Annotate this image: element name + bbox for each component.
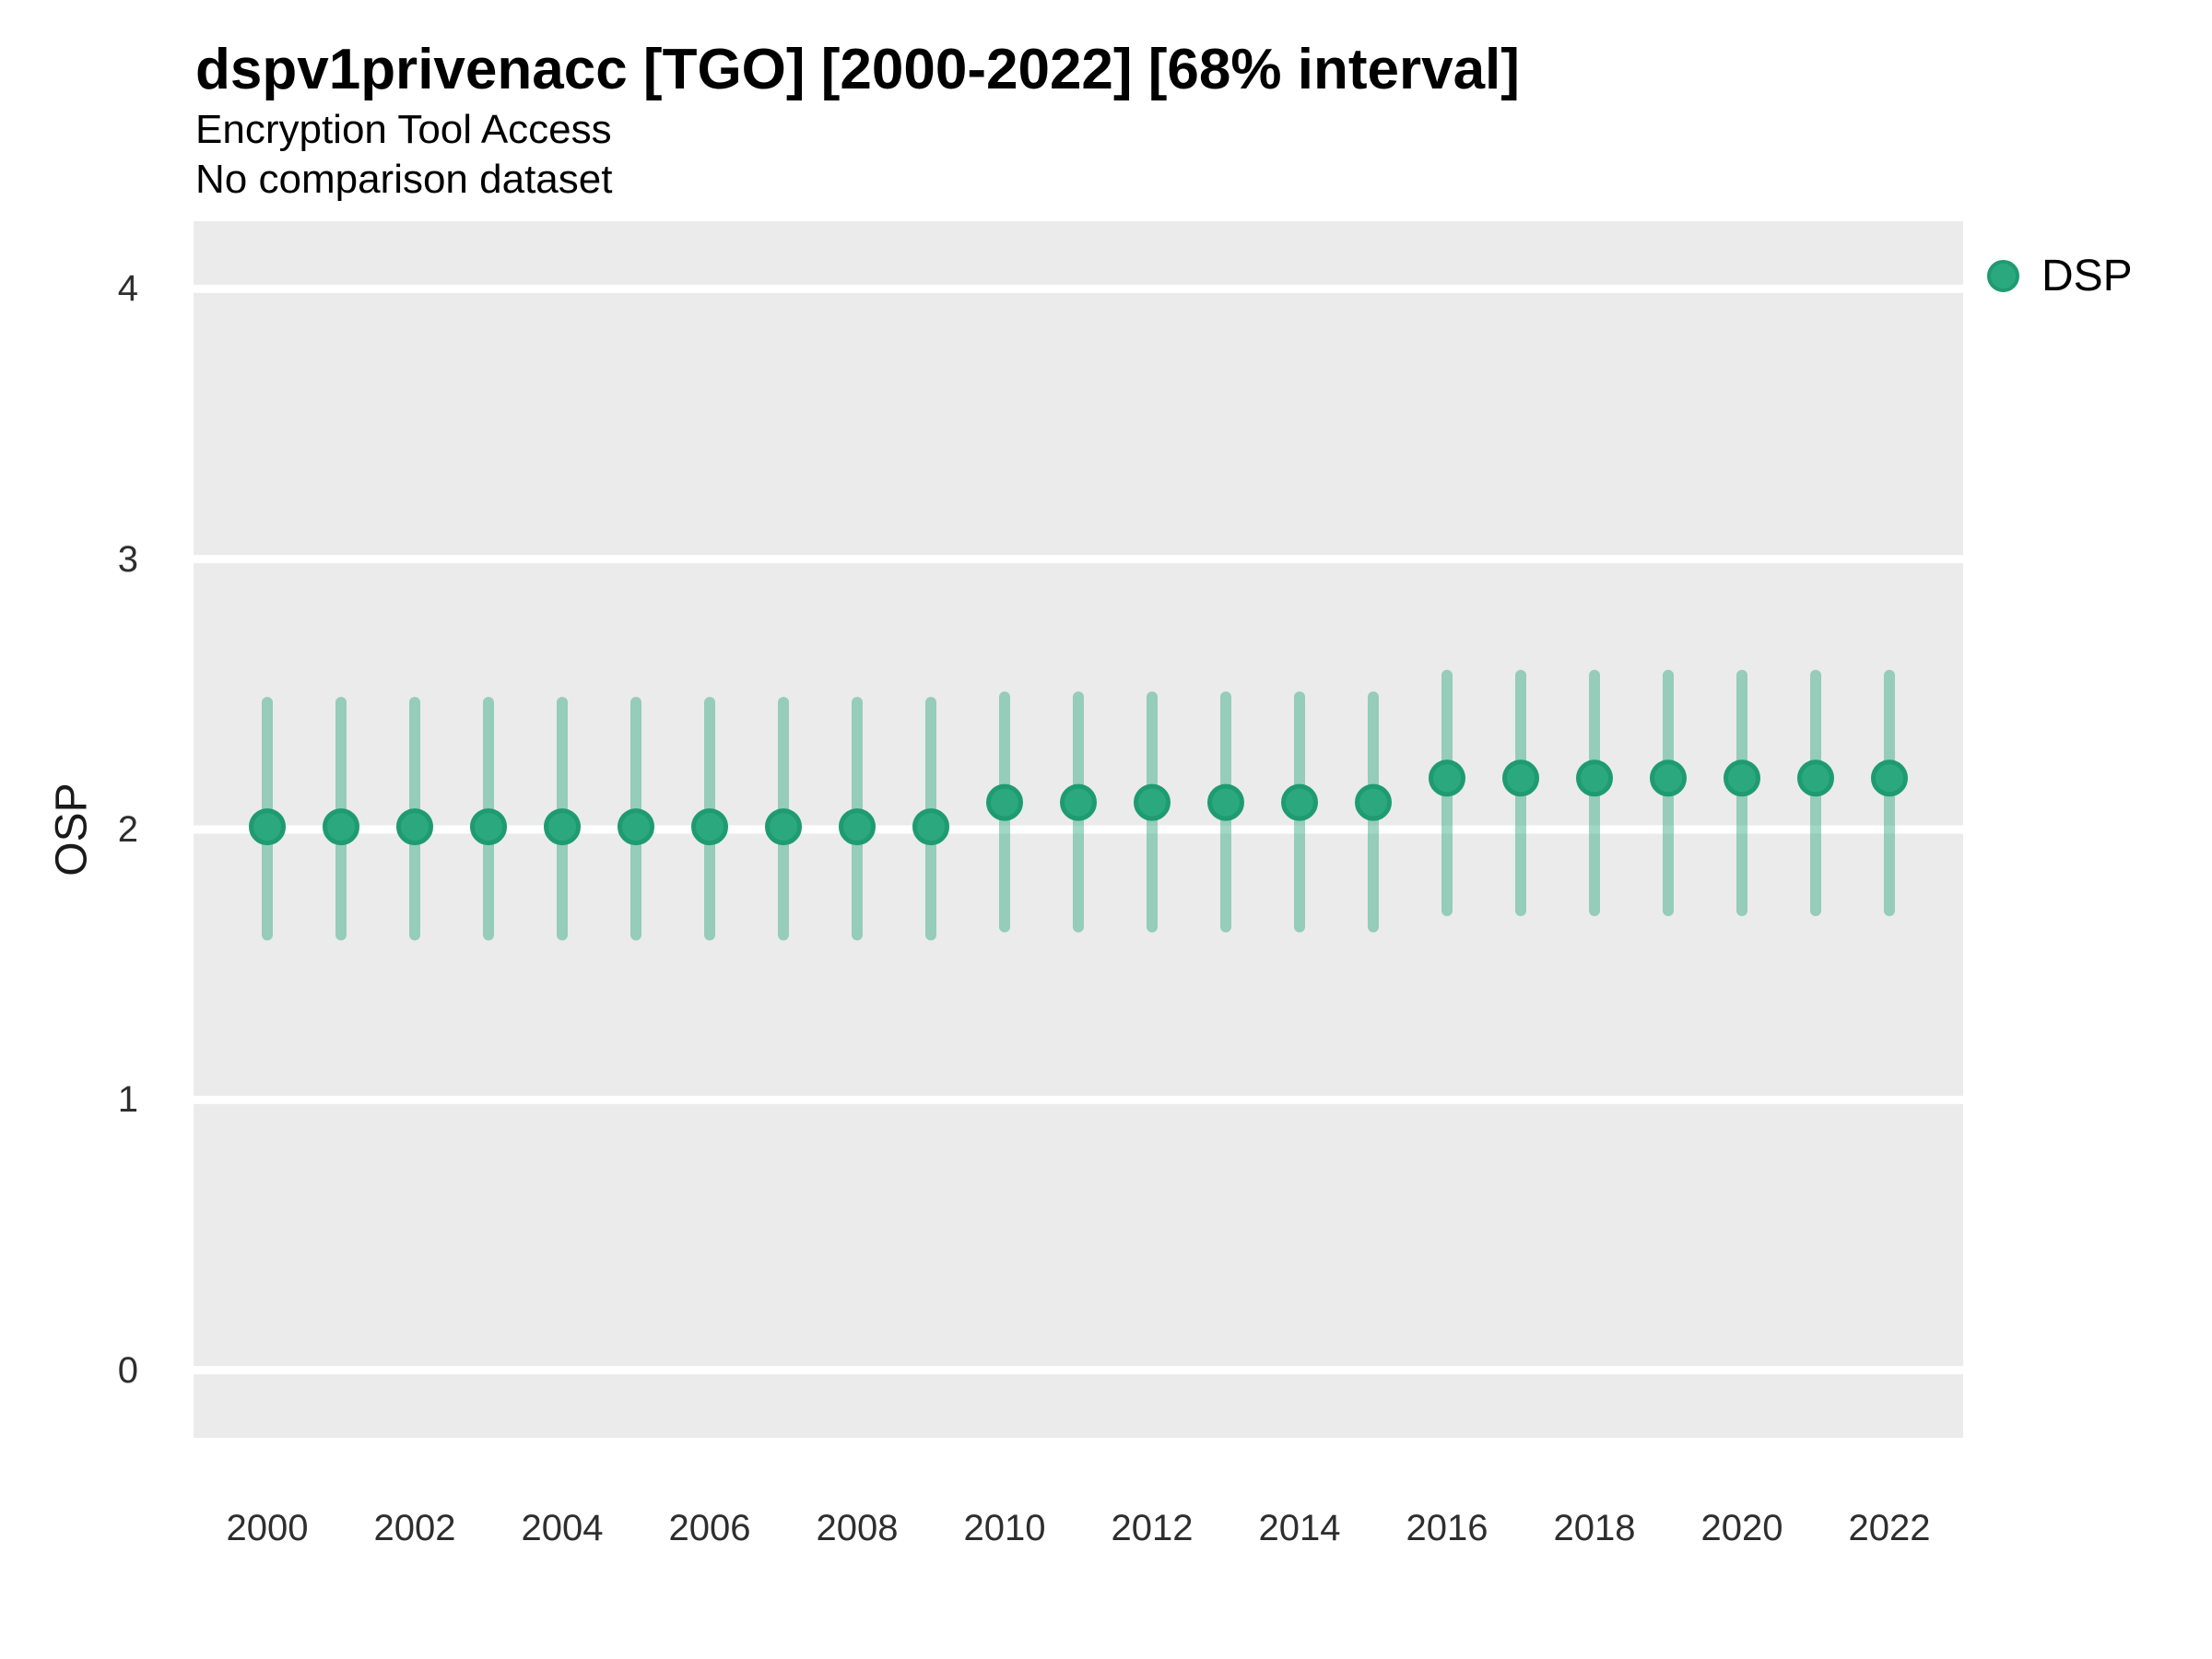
data-point-2017: [1502, 759, 1539, 797]
data-point-2021: [1797, 759, 1834, 797]
plot-panel: [194, 221, 1963, 1438]
x-tick-label-2018: 2018: [1553, 1508, 1636, 1548]
chart-title: dspv1privenacc [TGO] [2000-2022] [68% in…: [195, 38, 1520, 101]
x-tick-label-2004: 2004: [521, 1508, 604, 1548]
x-tick-label-2006: 2006: [668, 1508, 751, 1548]
x-tick-label-2008: 2008: [816, 1508, 899, 1548]
y-tick-label-2: 2: [117, 809, 138, 850]
x-tick-label-2000: 2000: [226, 1508, 309, 1548]
data-point-2010: [986, 783, 1023, 821]
y-tick-label-4: 4: [117, 268, 138, 310]
data-point-2008: [839, 808, 876, 846]
x-tick-label-2002: 2002: [373, 1508, 456, 1548]
comparison-note: No comparison dataset: [195, 157, 613, 202]
data-point-2011: [1060, 783, 1097, 821]
data-point-2016: [1429, 759, 1465, 797]
plot-area-svg: [194, 284, 1963, 1375]
x-tick-label-2014: 2014: [1258, 1508, 1341, 1548]
data-point-2002: [396, 808, 433, 846]
data-point-2000: [249, 808, 286, 846]
legend-dsp-label: DSP: [2041, 252, 2133, 300]
x-tick-label-2010: 2010: [963, 1508, 1046, 1548]
data-point-2019: [1650, 759, 1687, 797]
data-point-2018: [1576, 759, 1613, 797]
legend: DSP: [1987, 251, 2133, 301]
chart-subtitle: Encryption Tool Access: [195, 107, 612, 152]
data-point-2020: [1724, 759, 1760, 797]
y-tick-label-0: 0: [117, 1349, 138, 1391]
data-point-2014: [1281, 783, 1318, 821]
data-point-2009: [912, 808, 949, 846]
data-point-2004: [544, 808, 581, 846]
x-tick-label-2020: 2020: [1700, 1508, 1783, 1548]
data-point-2022: [1871, 759, 1908, 797]
x-tick-label-2016: 2016: [1406, 1508, 1488, 1548]
data-point-2007: [765, 808, 802, 846]
data-point-2003: [470, 808, 507, 846]
data-point-2005: [618, 808, 654, 846]
y-tick-label-3: 3: [117, 538, 138, 580]
data-point-2013: [1207, 783, 1244, 821]
y-tick-label-1: 1: [117, 1079, 138, 1121]
legend-dsp-dot-icon: [1987, 260, 2019, 292]
data-point-2001: [323, 808, 359, 846]
x-tick-label-2012: 2012: [1111, 1508, 1194, 1548]
x-tick-label-2022: 2022: [1848, 1508, 1931, 1548]
data-point-2015: [1355, 783, 1392, 821]
data-point-2012: [1134, 783, 1171, 821]
data-point-2006: [691, 808, 728, 846]
